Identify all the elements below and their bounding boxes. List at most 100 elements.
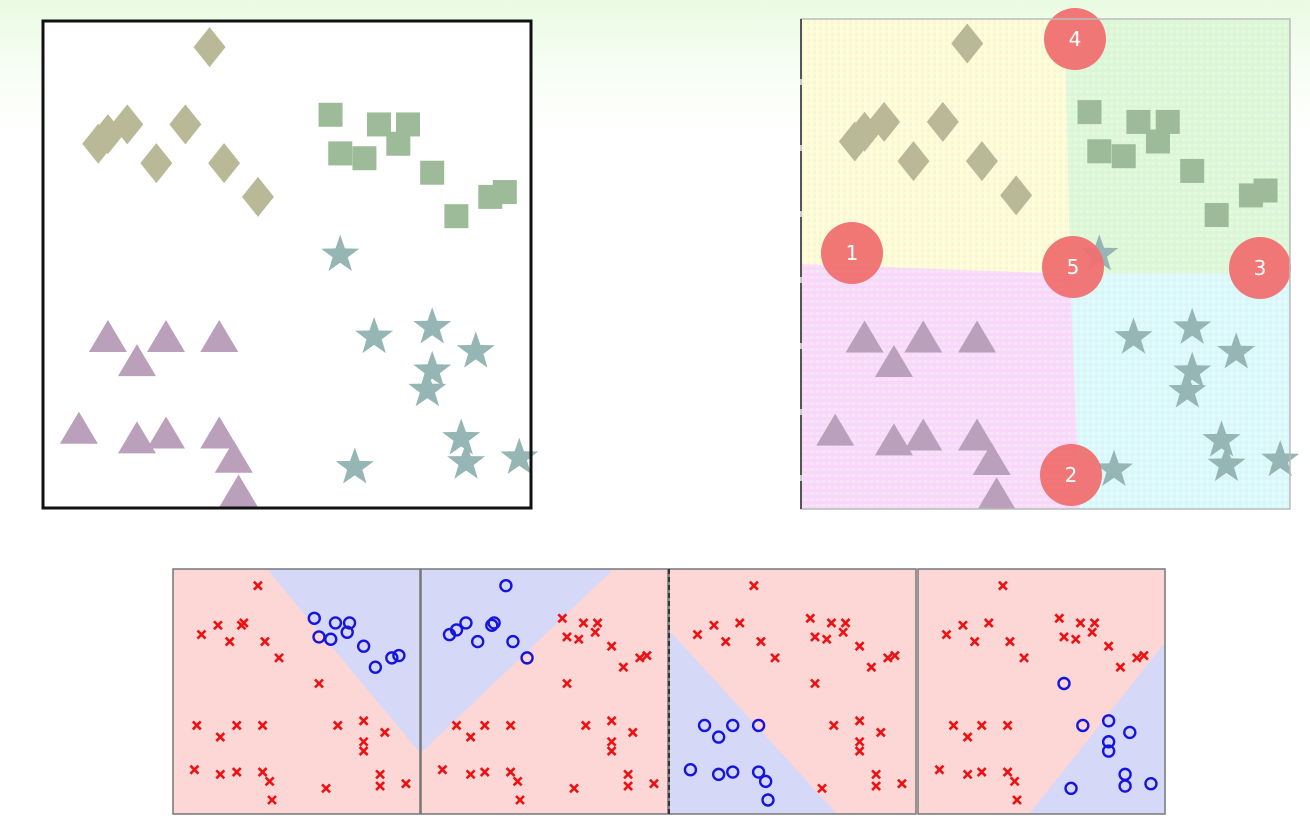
star-point (500, 437, 539, 474)
blue-region (1029, 642, 1165, 814)
square-point (1145, 129, 1170, 154)
triangle-point (219, 474, 258, 507)
x-marker (641, 650, 652, 661)
decision-regions-panel: 4 1 5 3 2 (800, 8, 1300, 510)
x-marker (649, 778, 659, 789)
diamond-point (208, 143, 241, 184)
star-point (1114, 317, 1153, 354)
diamond-point (241, 176, 274, 217)
x-marker (805, 613, 816, 624)
x-marker (875, 727, 886, 738)
star-point (1173, 351, 1212, 388)
x-marker (627, 727, 638, 738)
region-badge-3: 3 (1229, 237, 1291, 299)
star-point (413, 307, 452, 344)
x-marker (866, 662, 877, 673)
x-marker (358, 736, 369, 747)
diamond-point (951, 23, 984, 64)
o-marker (761, 793, 775, 807)
star-point (1173, 307, 1212, 344)
x-marker (1009, 776, 1020, 787)
star-point (1217, 332, 1256, 369)
classifier-panel-2 (420, 568, 669, 815)
x-marker (606, 746, 617, 756)
o-marker (1123, 725, 1137, 740)
x-marker (437, 764, 448, 775)
raw-clusters-panel (41, 19, 539, 510)
binary-classifier-panels (172, 568, 1166, 815)
o-marker (683, 763, 698, 777)
diamond-point (169, 104, 202, 145)
triangle-point (200, 416, 239, 449)
triangle-point (117, 421, 156, 454)
x-marker (1070, 634, 1081, 645)
o-marker (711, 730, 726, 744)
x-marker (332, 720, 343, 731)
region-badge-4: 4 (1044, 8, 1106, 70)
x-marker (1087, 627, 1098, 638)
o-marker (385, 651, 399, 665)
x-marker (606, 736, 617, 747)
x-marker (634, 652, 645, 663)
x-marker (840, 618, 851, 628)
o-marker (711, 767, 726, 782)
x-marker (958, 620, 968, 631)
x-marker (720, 636, 731, 647)
diamond-point (965, 141, 998, 182)
x-marker (215, 769, 226, 780)
x-marker (709, 620, 719, 631)
x-marker (1059, 631, 1069, 642)
badge-number: 5 (1067, 255, 1080, 279)
triangle-point (147, 319, 185, 352)
square-point (366, 112, 391, 137)
triangle-point (958, 418, 997, 451)
x-marker (1103, 641, 1114, 652)
star-point (1261, 440, 1300, 477)
x-marker (854, 641, 865, 652)
x-marker (401, 778, 411, 789)
o-marker (1057, 676, 1071, 691)
raw-panel-background (43, 21, 531, 508)
badge-number: 4 (1069, 27, 1082, 51)
star-point (442, 418, 481, 455)
x-marker (948, 720, 959, 731)
star-point (447, 442, 486, 479)
x-marker (465, 732, 476, 743)
triangle-point (214, 440, 253, 473)
triangle-point (958, 320, 997, 353)
triangle-point (200, 319, 239, 352)
o-marker (356, 639, 371, 653)
x-marker (871, 781, 882, 791)
x-marker (215, 732, 226, 743)
badge-circle (1042, 236, 1104, 298)
badge-number: 2 (1065, 463, 1078, 487)
star-point (355, 316, 394, 354)
x-marker (962, 732, 973, 743)
x-marker (189, 764, 200, 775)
x-marker (976, 720, 987, 731)
square-point (1126, 109, 1151, 134)
x-marker (358, 715, 369, 726)
square-point (352, 146, 377, 171)
x-marker (1005, 636, 1015, 647)
x-marker (854, 715, 865, 726)
x-marker (267, 795, 277, 805)
x-marker (375, 781, 386, 791)
x-marker (557, 613, 568, 624)
o-marker (328, 616, 343, 630)
x-marker (854, 746, 865, 756)
x-marker (618, 662, 629, 673)
o-marker (726, 765, 740, 779)
classifier-panel-3 (668, 568, 917, 815)
o-marker (340, 625, 354, 639)
diamond-point (868, 101, 901, 142)
region-badge-5: 5 (1042, 236, 1104, 298)
o-marker (392, 648, 406, 663)
x-marker (224, 636, 235, 647)
triangle-point (977, 477, 1016, 510)
triangle-point (904, 320, 943, 353)
x-marker (274, 652, 284, 663)
classifier-panel-1 (172, 568, 421, 815)
star-point (408, 370, 447, 407)
o-marker (485, 618, 499, 632)
